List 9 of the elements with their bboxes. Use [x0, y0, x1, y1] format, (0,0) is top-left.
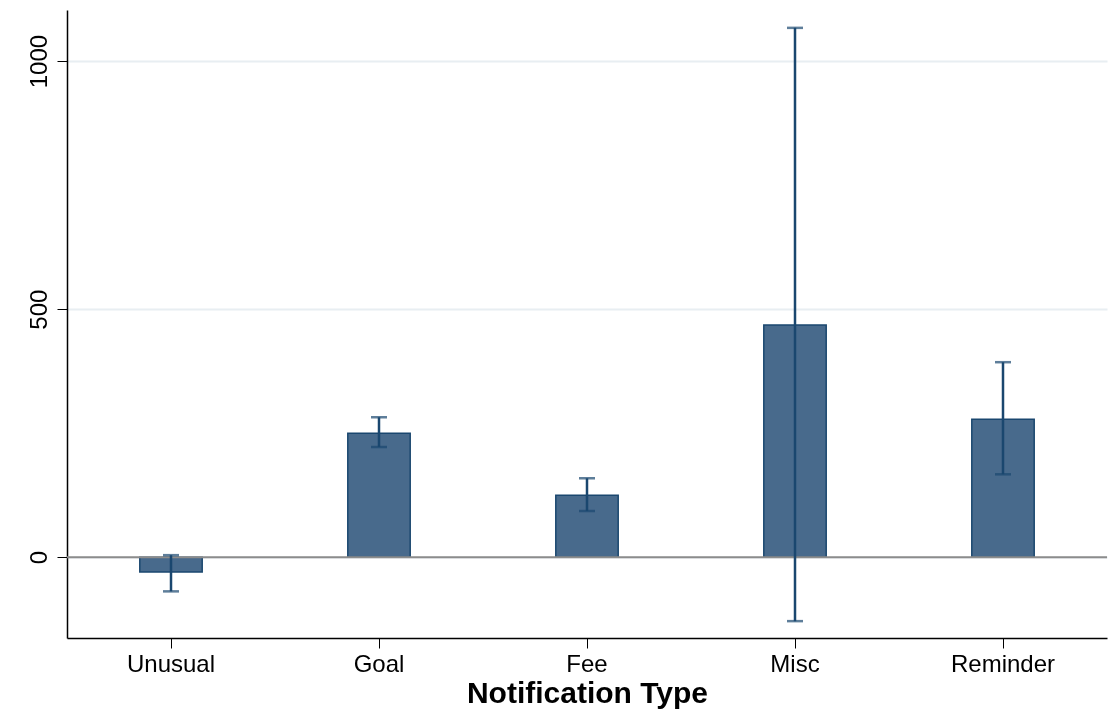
x-axis-title: Notification Type	[466, 675, 709, 709]
x-tick-label: Fee	[566, 649, 608, 677]
y-tick-label: 1000	[24, 34, 52, 89]
x-tick-label: Reminder	[950, 649, 1056, 677]
y-tick-label: 500	[24, 289, 52, 330]
x-tick-label: Goal	[353, 649, 405, 677]
x-tick-label: Misc	[770, 649, 820, 677]
x-tick-label: Unusual	[126, 649, 216, 677]
y-tick-label: 0	[24, 550, 52, 565]
